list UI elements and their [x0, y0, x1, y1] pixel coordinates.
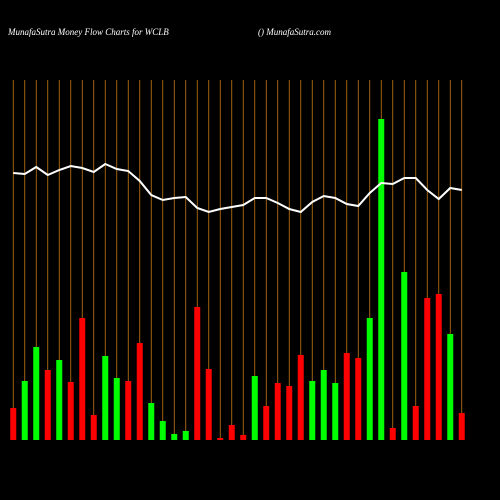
bar — [378, 119, 385, 440]
bar — [320, 370, 327, 440]
bar — [125, 381, 132, 440]
bar — [79, 318, 86, 440]
bar — [251, 376, 258, 440]
chart-subtitle: () MunafaSutra.com — [258, 27, 331, 37]
bar — [389, 428, 396, 440]
bar — [332, 383, 339, 440]
bar — [113, 378, 120, 440]
chart-title: MunafaSutra Money Flow Charts for WCLB — [7, 27, 169, 37]
bar — [263, 406, 270, 440]
bar — [424, 298, 431, 440]
bar — [228, 425, 235, 440]
money-flow-line — [13, 162, 462, 214]
bar — [10, 408, 17, 440]
bar — [33, 347, 40, 440]
bar — [297, 355, 304, 440]
bar — [240, 435, 247, 440]
bar — [401, 272, 408, 440]
bar — [343, 353, 350, 440]
bar — [355, 358, 362, 440]
bar — [366, 318, 373, 440]
bar — [159, 421, 166, 440]
bar — [447, 334, 454, 440]
bar — [102, 356, 109, 440]
bar — [205, 369, 212, 440]
bar — [194, 307, 201, 440]
bar — [90, 415, 97, 440]
bar — [182, 431, 189, 440]
bar — [171, 434, 178, 440]
bar — [136, 343, 143, 440]
bar — [309, 381, 316, 440]
bar — [148, 403, 155, 440]
bar — [412, 406, 419, 440]
bar — [274, 383, 281, 440]
bar — [67, 382, 74, 440]
bar — [435, 294, 442, 440]
bar — [21, 381, 28, 440]
bar — [458, 413, 465, 440]
bar — [286, 386, 293, 440]
bar — [217, 438, 224, 440]
bar — [44, 370, 51, 440]
bar — [56, 360, 63, 440]
